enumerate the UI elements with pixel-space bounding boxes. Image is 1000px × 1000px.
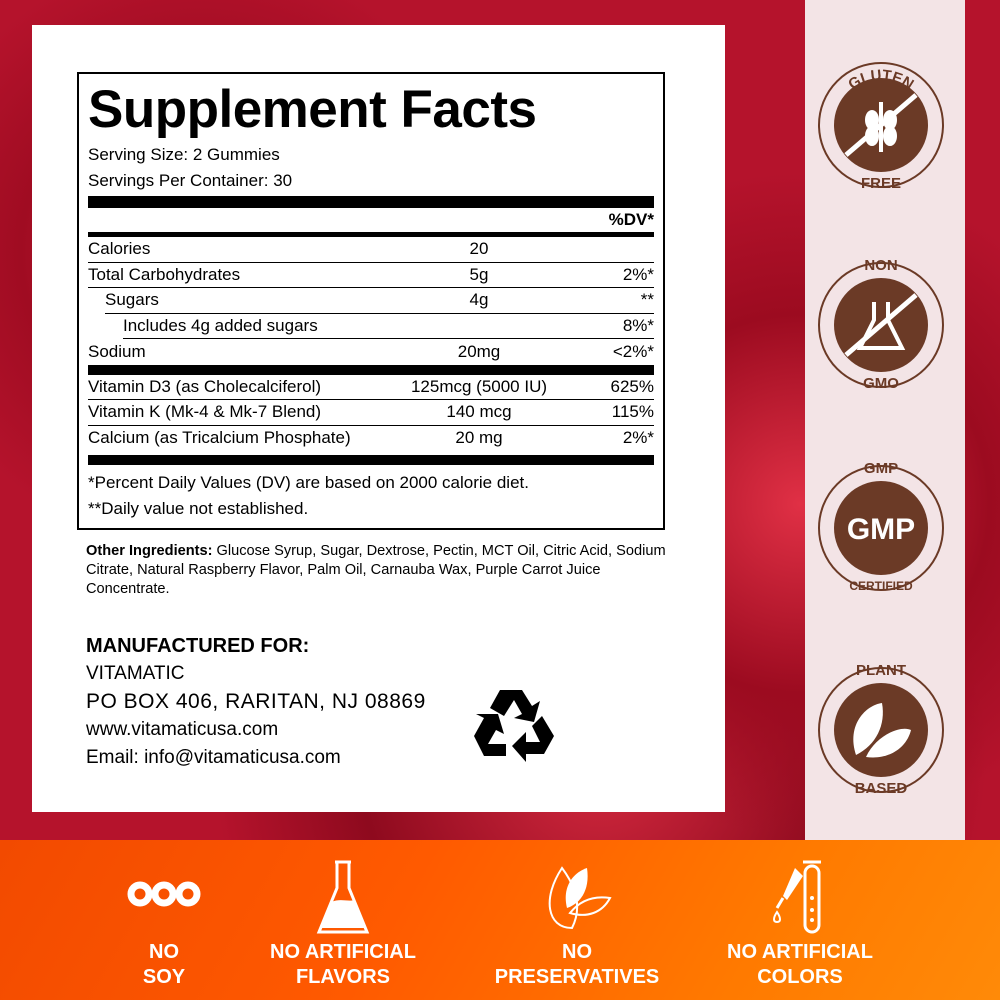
features-banner: NO SOY NO ARTIFICIAL FLAVORS NO PRESERVATIV… — [0, 840, 1000, 1000]
nutrient-name: Sodium — [88, 341, 146, 361]
nutrient-dv: 8%* — [622, 315, 654, 335]
vitamin-amount: 140 mcg — [446, 402, 512, 422]
nutrient-dv: <2%* — [612, 341, 654, 361]
serving-size: Serving Size: 2 Gummies — [88, 145, 280, 164]
soybean-icon — [127, 881, 201, 907]
flask-icon — [316, 860, 370, 934]
feature-line2: SOY — [142, 966, 186, 988]
leaf-icon — [548, 866, 612, 930]
vitamin-row: Vitamin D3 (as Cholecalciferol) 125mcg (5… — [88, 375, 654, 400]
badge-top-text: NON — [864, 260, 897, 274]
badge-top-text: PLANT — [856, 665, 906, 679]
manufacturer-email: Email: info@vitamaticusa.com — [86, 747, 341, 768]
feature-line2: FLAVORS — [295, 966, 391, 988]
nutrient-row: Includes 4g added sugars 8%* — [123, 314, 654, 339]
nutrient-name: Sugars — [105, 290, 159, 310]
other-ingredients: Other Ingredients: Glucose Syrup, Sugar,… — [86, 542, 671, 599]
gluten-free-badge: GLUTEN FREE — [818, 62, 944, 190]
nutrient-amount: 4g — [469, 290, 489, 310]
nutrient-dv: 2%* — [622, 264, 654, 284]
label-panel — [32, 25, 725, 812]
divider — [88, 364, 654, 375]
feature-line2: PRESERVATIVES — [494, 966, 660, 988]
manufacturer-address: PO BOX 406, RARITAN, NJ 08869 — [86, 690, 426, 713]
nutrient-row: Calories 20 — [88, 237, 654, 263]
badge-bottom-text: GMO — [863, 375, 899, 390]
plant-based-badge: PLANT BASED — [818, 665, 944, 795]
vitamin-dv: 2%* — [622, 428, 654, 448]
vitamin-dv: 115% — [611, 402, 654, 422]
other-ingredients-text: Glucose Syrup, Sugar, Dextrose, Pectin, … — [86, 543, 666, 597]
feature-line1: NO ARTIFICIAL — [270, 941, 416, 963]
vitamin-name: Calcium (as Tricalcium Phosphate) — [88, 428, 351, 448]
non-gmo-badge: NON GMO — [818, 260, 944, 390]
nutrient-row: Total Carbohydrates 5g 2%* — [88, 263, 654, 288]
flask-crossed-icon — [844, 293, 918, 357]
facts-title: Supplement Facts — [88, 80, 537, 139]
feature-line1: NO — [562, 941, 592, 963]
vitamin-amount: 20 mg — [455, 428, 503, 448]
leaves-icon — [853, 703, 911, 758]
vitamin-row: Vitamin K (Mk-4 & Mk-7 Blend) 140 mcg 115% — [88, 400, 654, 426]
footnote: *Percent Daily Values (DV) are based on … — [88, 473, 529, 492]
manufacturer-info: MANUFACTURED FOR: VITAMATIC PO BOX 406, … — [86, 632, 426, 772]
badge-bottom-text: FREE — [861, 175, 901, 190]
feature-line1: NO — [149, 941, 179, 963]
badge-top-text: GMP — [864, 463, 898, 477]
supplement-facts-box: Supplement Facts Serving Size: 2 Gummies… — [77, 72, 665, 530]
manufacturer-website: www.vitamaticusa.com — [86, 719, 279, 740]
badge-bottom-text: CERTIFIED — [849, 579, 913, 593]
recycle-icon — [474, 690, 554, 762]
vitamin-name: Vitamin D3 (as Cholecalciferol) — [88, 376, 322, 396]
feature-line2: COLORS — [757, 966, 843, 988]
manufacturer-name: VITAMATIC — [86, 663, 185, 684]
feature-line1: NO ARTIFICIAL — [727, 941, 873, 963]
divider — [88, 232, 654, 237]
nutrient-amount: 5g — [469, 264, 489, 284]
gmp-icon: GMP — [847, 513, 915, 546]
dv-header: %DV* — [608, 210, 654, 229]
manufacturer-heading: MANUFACTURED FOR: — [86, 635, 310, 657]
footnote: **Daily value not established. — [88, 499, 309, 518]
nutrient-name: Total Carbohydrates — [88, 264, 241, 284]
wheat-crossed-icon — [844, 93, 918, 157]
vitamin-name: Vitamin K (Mk-4 & Mk-7 Blend) — [88, 402, 322, 422]
divider — [88, 455, 654, 465]
gmp-certified-badge: GMP GMP CERTIFIED — [818, 463, 944, 593]
vitamin-row: Calcium (as Tricalcium Phosphate) 20 mg 2%… — [88, 426, 654, 452]
vitamin-amount: 125mcg (5000 IU) — [410, 376, 548, 396]
vitamin-dv: 625% — [610, 376, 654, 396]
other-ingredients-label: Other Ingredients: — [86, 543, 213, 559]
dropper-icon — [773, 860, 821, 934]
nutrient-name: Calories — [88, 239, 151, 259]
badge-bottom-text: BASED — [855, 780, 908, 795]
divider — [88, 196, 654, 208]
nutrient-row: Sugars 4g ** — [105, 288, 654, 314]
servings-per-container: Servings Per Container: 30 — [88, 171, 293, 190]
nutrient-name: Includes 4g added sugars — [123, 315, 318, 335]
nutrient-amount: 20mg — [457, 341, 501, 361]
nutrient-dv: ** — [640, 290, 654, 310]
nutrient-amount: 20 — [469, 239, 489, 259]
nutrient-row: Sodium 20mg <2%* — [88, 339, 654, 365]
